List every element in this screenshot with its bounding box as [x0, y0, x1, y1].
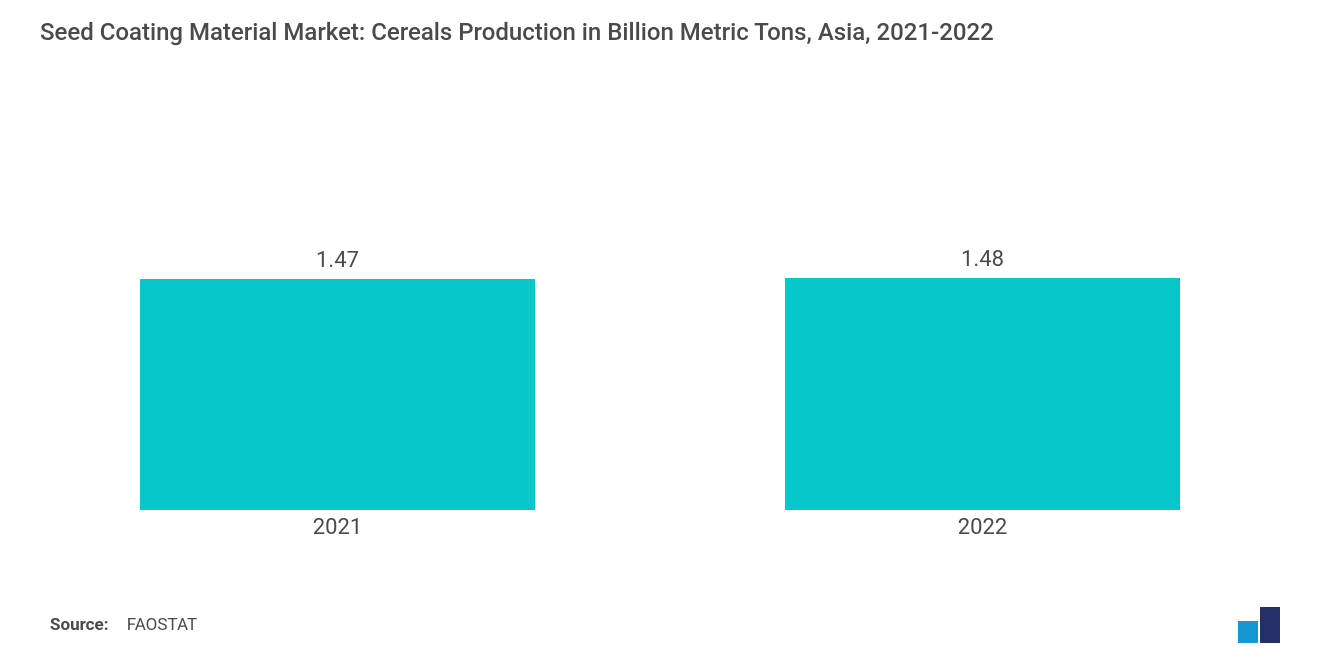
chart-title: Seed Coating Material Market: Cereals Pr…: [40, 18, 994, 46]
brand-logo: [1238, 607, 1292, 643]
bar-group: 1.472021: [140, 70, 535, 510]
bar-group: 1.482022: [785, 70, 1180, 510]
source-line: Source: FAOSTAT: [50, 615, 197, 635]
bar-value-label: 1.48: [785, 247, 1180, 272]
bar: [140, 279, 535, 510]
logo-bar-1: [1238, 621, 1258, 643]
logo-bar-2: [1260, 607, 1280, 643]
source-value: FAOSTAT: [127, 615, 197, 635]
bar-value-label: 1.47: [140, 248, 535, 273]
bar-category-label: 2022: [785, 515, 1180, 540]
bar: [785, 278, 1180, 510]
source-label: Source:: [50, 615, 108, 635]
chart-plot-area: 1.472021 1.482022: [120, 70, 1200, 510]
chart-container: Seed Coating Material Market: Cereals Pr…: [0, 0, 1320, 665]
bar-category-label: 2021: [140, 515, 535, 540]
